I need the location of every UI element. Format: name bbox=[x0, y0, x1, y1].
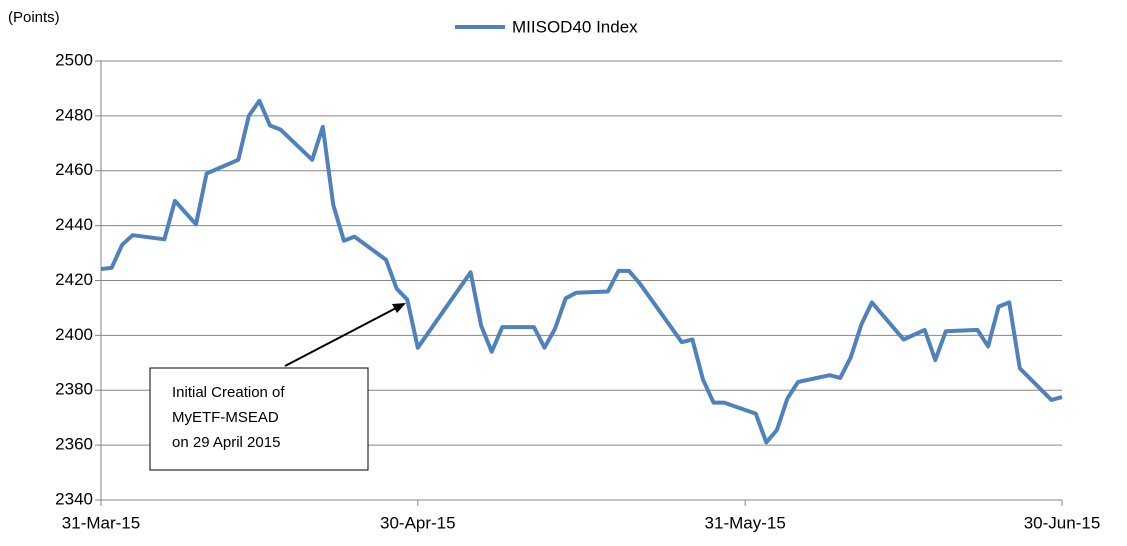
y-axis-label: (Points) bbox=[8, 9, 60, 26]
y-tick-label: 2500 bbox=[55, 50, 93, 69]
plot-area: 2340 2360 2380 2400 2420 2440 2460 2480 2500 31-M… bbox=[55, 50, 1100, 532]
x-tick-label: 31-Mar-15 bbox=[62, 513, 140, 532]
x-tick-label: 30-Jun-15 bbox=[1024, 513, 1101, 532]
y-tick-label: 2340 bbox=[55, 489, 93, 508]
annotation: Initial Creation of MyETF-MSEAD on 29 Ap… bbox=[149, 303, 406, 471]
x-tick-label: 31-May-15 bbox=[705, 513, 786, 532]
annotation-text: on 29 April 2015 bbox=[172, 434, 280, 451]
y-tick-label: 2480 bbox=[55, 105, 93, 124]
annotation-text: MyETF-MSEAD bbox=[172, 409, 279, 426]
y-tick-label: 2360 bbox=[55, 435, 93, 454]
annotation-arrow bbox=[284, 306, 399, 367]
data-line bbox=[100, 98, 1063, 445]
y-tick-label: 2380 bbox=[55, 380, 93, 399]
y-tick-label: 2400 bbox=[55, 325, 93, 344]
x-tick-label: 30-Apr-15 bbox=[380, 513, 456, 532]
legend-label: MIISOD40 Index bbox=[512, 17, 638, 36]
arrow-head bbox=[392, 303, 406, 313]
y-tick-label: 2420 bbox=[55, 270, 93, 289]
annotation-box bbox=[149, 367, 369, 471]
y-tick-label: 2460 bbox=[55, 160, 93, 179]
annotation-text: Initial Creation of bbox=[172, 384, 285, 401]
y-tick-label: 2440 bbox=[55, 215, 93, 234]
